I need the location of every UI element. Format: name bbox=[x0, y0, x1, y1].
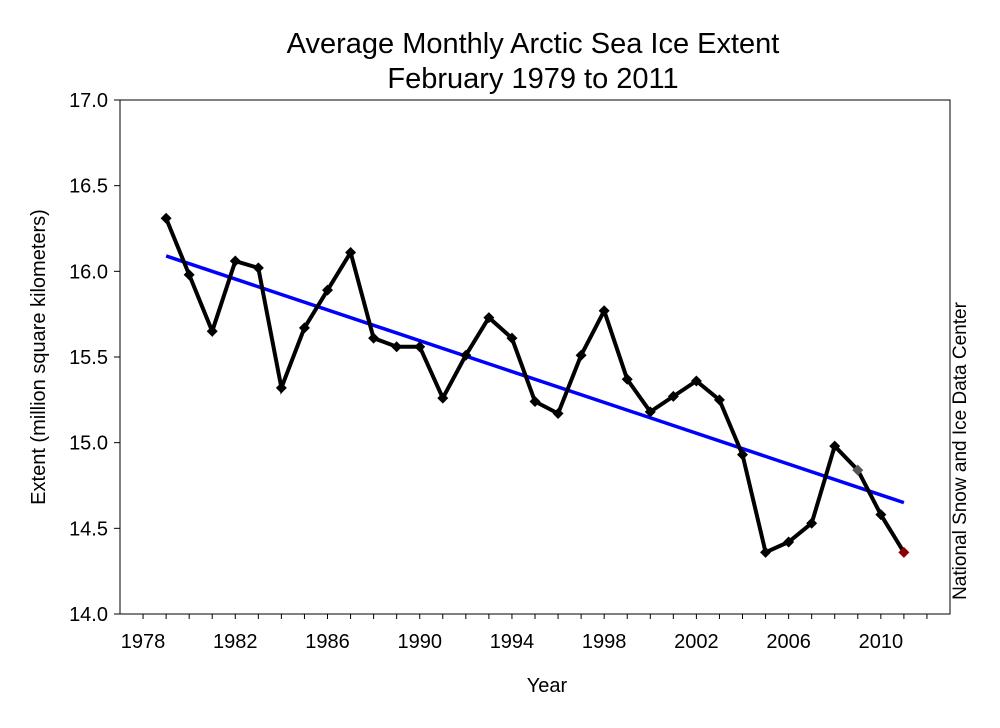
y-tick-label: 14.5 bbox=[69, 518, 108, 540]
y-tick-label: 15.5 bbox=[69, 347, 108, 369]
data-point bbox=[552, 408, 564, 420]
x-tick-label: 1986 bbox=[305, 631, 350, 653]
x-tick-label: 1982 bbox=[213, 631, 258, 653]
x-tick-label: 2010 bbox=[859, 631, 904, 653]
x-tick-label: 2006 bbox=[766, 631, 811, 653]
data-point bbox=[713, 394, 725, 406]
data-point bbox=[829, 440, 841, 452]
data-point bbox=[875, 509, 887, 521]
data-point bbox=[852, 464, 864, 476]
x-tick-label: 1998 bbox=[582, 631, 627, 653]
marker-layer bbox=[160, 212, 910, 558]
data-point bbox=[391, 341, 403, 353]
data-point bbox=[229, 255, 241, 267]
data-point bbox=[598, 305, 610, 317]
y-axis-label: Extent (million square kilometers) bbox=[28, 209, 50, 505]
y-tick-label: 14.0 bbox=[69, 604, 108, 626]
data-point bbox=[898, 546, 910, 558]
y-tick-label: 15.0 bbox=[69, 433, 108, 455]
x-axis-label: Year bbox=[527, 675, 568, 697]
data-point bbox=[506, 332, 518, 344]
data-point bbox=[760, 546, 772, 558]
data-point bbox=[275, 382, 287, 394]
data-point bbox=[322, 284, 333, 296]
data-point bbox=[298, 322, 310, 334]
data-point bbox=[160, 212, 172, 224]
data-point bbox=[690, 375, 702, 387]
data-point bbox=[437, 392, 449, 404]
x-tick-label: 2002 bbox=[674, 631, 719, 653]
data-point bbox=[460, 349, 472, 361]
data-point bbox=[183, 269, 195, 281]
data-point bbox=[621, 373, 633, 385]
y-tick-label: 16.5 bbox=[69, 176, 108, 198]
chart-subtitle: February 1979 to 2011 bbox=[387, 63, 678, 95]
x-tick-label: 1978 bbox=[121, 631, 166, 653]
data-point bbox=[483, 312, 495, 324]
y-tick-label: 16.0 bbox=[69, 261, 108, 283]
x-tick-label: 1994 bbox=[490, 631, 535, 653]
data-point bbox=[206, 325, 218, 337]
data-point bbox=[529, 396, 541, 408]
data-point bbox=[737, 449, 748, 461]
axes: 14.0 14.5 15.0 15.5 16.0 16.5 17.0 1978 1982 1986… bbox=[69, 90, 928, 653]
extent-line bbox=[164, 217, 906, 556]
line-layer bbox=[164, 217, 906, 556]
data-point bbox=[345, 246, 357, 258]
y-tick-label: 17.0 bbox=[69, 90, 108, 112]
plot-area bbox=[119, 99, 951, 615]
trend-layer bbox=[165, 254, 905, 505]
credit-label: National Snow and Ice Data Center bbox=[950, 301, 971, 600]
data-point bbox=[575, 349, 587, 361]
x-tick-label: 1990 bbox=[397, 631, 442, 653]
chart-title: Average Monthly Arctic Sea Ice Extent bbox=[287, 28, 780, 60]
data-point bbox=[414, 341, 426, 353]
data-point bbox=[644, 406, 656, 418]
data-point bbox=[783, 536, 795, 548]
data-point bbox=[667, 390, 679, 402]
trend-line bbox=[165, 254, 905, 505]
data-point bbox=[252, 262, 264, 274]
data-point bbox=[368, 332, 380, 344]
data-point bbox=[806, 517, 818, 529]
